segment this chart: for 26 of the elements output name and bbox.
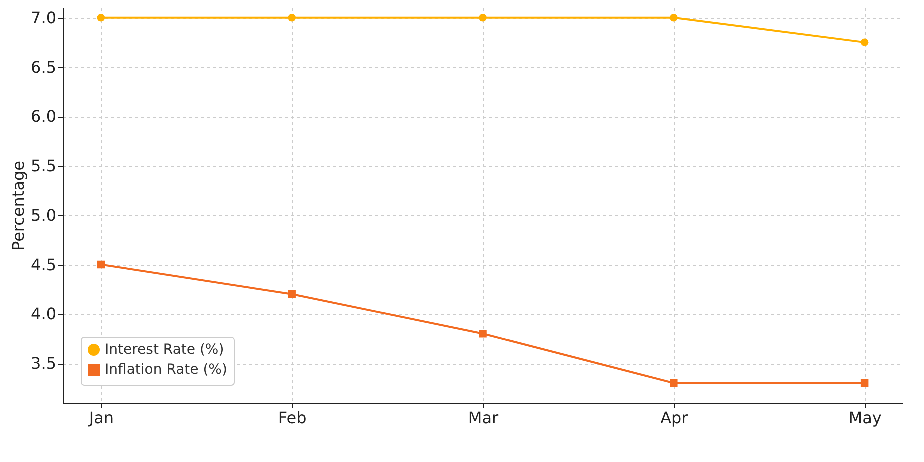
point <box>97 260 106 269</box>
x-tick-label: Mar <box>468 408 500 428</box>
point <box>860 379 869 388</box>
point <box>479 14 487 22</box>
x-tick-label: Apr <box>660 408 689 428</box>
point <box>97 14 106 22</box>
y-tick-label: 5.5 <box>31 156 56 176</box>
legend-label: Interest Rate (%) <box>105 342 224 358</box>
x-tick-label: Feb <box>278 408 307 428</box>
point <box>288 290 296 298</box>
y-tick-label: 5.0 <box>31 206 56 225</box>
y-tick-label: 7.0 <box>31 8 56 28</box>
x-tick-label: Jan <box>88 408 114 428</box>
point <box>860 38 869 46</box>
y-axis-title: Percentage <box>9 160 28 252</box>
y-tick-label: 4.0 <box>31 304 56 324</box>
x-tick-label: May <box>848 408 882 428</box>
point <box>670 379 678 388</box>
point <box>670 14 678 22</box>
y-tick-label: 6.5 <box>31 58 56 77</box>
y-tick-label: 4.5 <box>31 255 56 274</box>
legend-label: Inflation Rate (%) <box>105 362 228 378</box>
point <box>288 14 296 22</box>
y-tick-label: 6.0 <box>31 107 56 126</box>
y-tick-label: 3.5 <box>31 354 56 373</box>
point <box>479 330 487 338</box>
